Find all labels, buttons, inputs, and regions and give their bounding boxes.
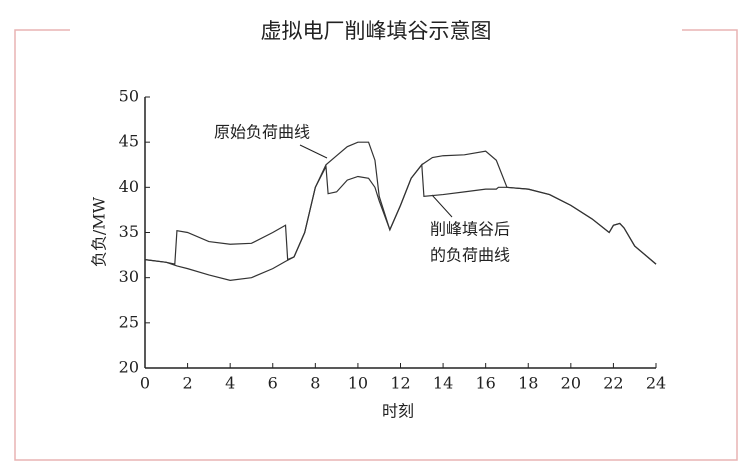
y-tick-label: 35	[119, 222, 139, 241]
x-tick-label: 2	[182, 374, 192, 393]
y-tick-label: 20	[119, 358, 139, 377]
frame-border	[14, 29, 738, 461]
annotation: 的负荷曲线	[430, 246, 510, 265]
annotation: 削峰填谷后	[430, 220, 510, 239]
x-tick-label: 12	[390, 374, 410, 393]
x-tick-label: 6	[268, 374, 278, 393]
y-tick-label: 25	[119, 312, 139, 331]
x-tick-label: 22	[603, 374, 623, 393]
y-tick-label: 50	[119, 87, 139, 106]
x-tick-label: 24	[646, 374, 666, 393]
x-tick-label: 0	[140, 374, 150, 393]
x-tick-label: 10	[348, 374, 368, 393]
x-tick-label: 8	[310, 374, 320, 393]
x-tick-label: 18	[518, 374, 538, 393]
y-tick-label: 40	[119, 177, 139, 196]
annotation-arrow	[299, 144, 328, 159]
x-axis-label: 时刻	[382, 402, 414, 421]
frame	[14, 29, 738, 461]
x-tick-label: 4	[225, 374, 235, 393]
chart-title: 虚拟电厂削峰填谷示意图	[261, 19, 492, 43]
x-tick-label: 20	[561, 374, 581, 393]
y-axis-label: 负负/MW	[90, 196, 109, 267]
y-tick-label: 45	[119, 132, 139, 151]
annotation-arrow	[431, 194, 453, 218]
series-line	[144, 163, 657, 265]
x-tick-label: 16	[475, 374, 495, 393]
annotation: 原始负荷曲线	[214, 123, 310, 142]
y-tick-label: 30	[119, 267, 139, 286]
x-tick-label: 14	[433, 374, 453, 393]
